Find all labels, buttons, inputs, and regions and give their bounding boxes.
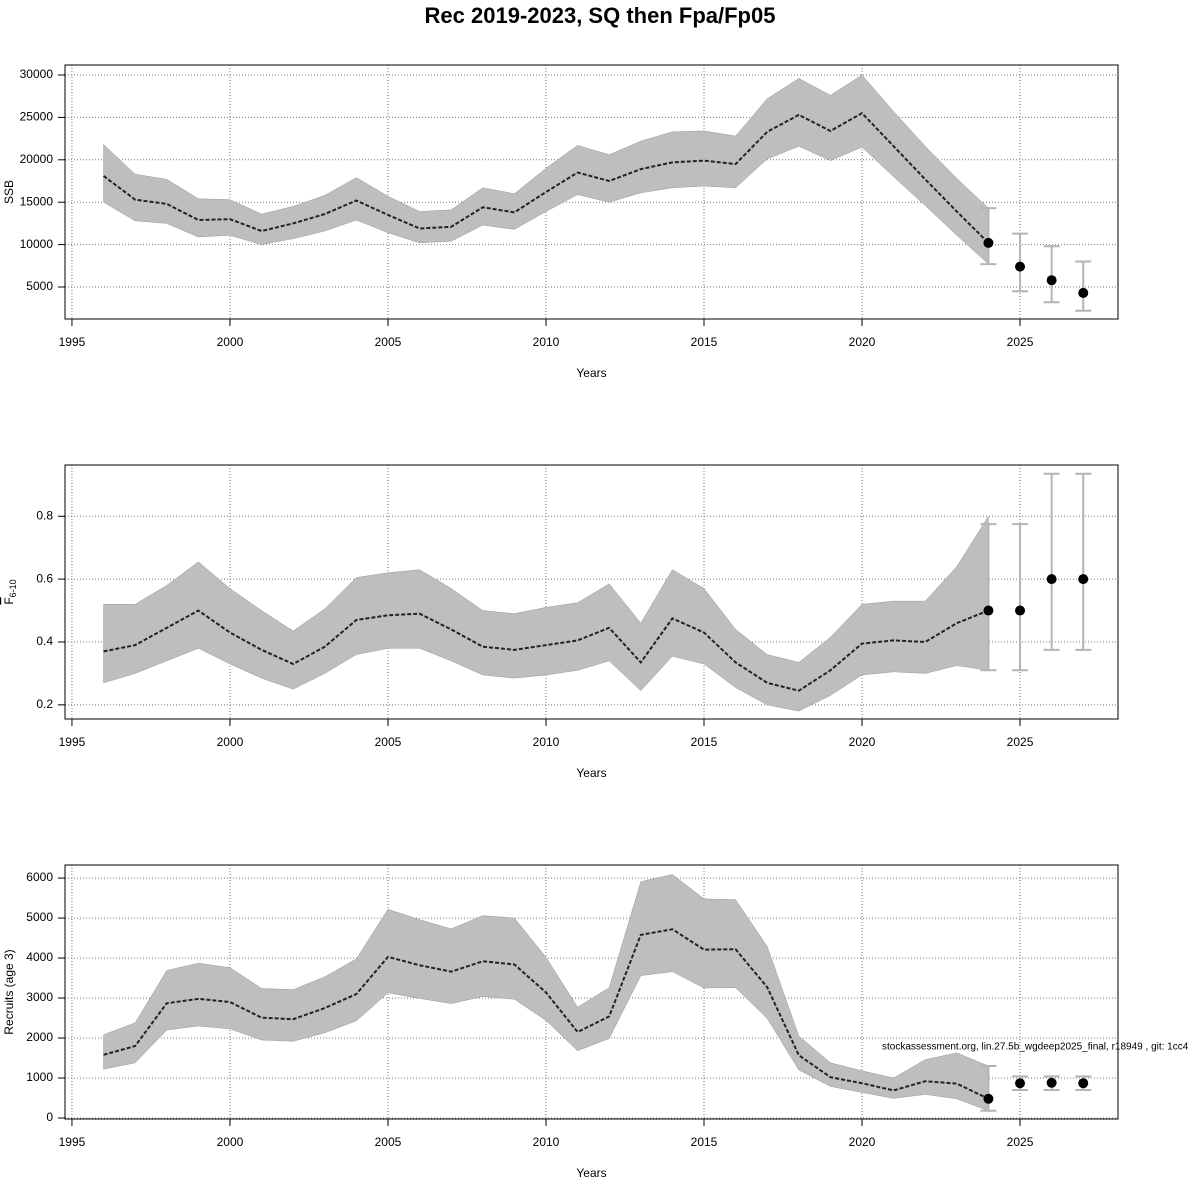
projection-point [1046,574,1057,585]
estimate-line [102,111,990,244]
y-tick-label: 4000 [26,950,53,964]
y-tick-label: 0.4 [36,634,53,648]
estimate-line [103,609,989,692]
x-tick-label: 2005 [375,735,402,749]
x-tick-label: 1995 [59,735,86,749]
projection-point [983,237,994,248]
plot-frame [64,64,1119,320]
x-tick-label: 2010 [533,335,560,349]
y-tick-label: 15000 [20,194,54,208]
annotation: stockassessment.org, lin.27.5b_wgdeep202… [882,1042,1189,1053]
x-tick-label: 2000 [217,1135,244,1149]
y-tick-label: 0 [46,1110,53,1124]
figure-title: Rec 2019-2023, SQ then Fpa/Fp05 [425,3,776,28]
x-tick-label: 2005 [375,1135,402,1149]
y-tick-label: 5000 [26,910,53,924]
plot-frame [64,464,1119,720]
y-tick-label: 20000 [20,152,54,166]
projection-point [1078,1078,1089,1089]
x-tick-label: 2010 [533,735,560,749]
x-tick-label: 2015 [691,735,718,749]
y-axis-label-main: SSB [2,180,16,204]
y-tick-label: 3000 [26,990,53,1004]
plot-frame [64,864,1119,1120]
y-tick-label: 5000 [26,279,53,293]
x-tick-label: 2010 [533,1135,560,1149]
x-tick-label: 2025 [1007,735,1034,749]
projection-point [1046,1077,1057,1088]
y-axis-label-subscript: 6-10 [8,579,18,597]
x-tick-label: 1995 [59,1135,86,1149]
confidence-band [103,74,989,265]
x-axis-label: Years [576,1166,606,1180]
y-axis-label: SSB [2,180,16,204]
y-tick-label: 0.2 [36,697,53,711]
x-tick-label: 2020 [849,335,876,349]
x-tick-label: 1995 [59,335,86,349]
x-tick-label: 2025 [1007,335,1034,349]
y-tick-label: 0.6 [36,571,53,585]
x-axis-label: Years [576,766,606,780]
x-tick-label: 2005 [375,335,402,349]
y-axis-label-main: Recruits (age 3) [2,949,16,1034]
projection-point [1078,574,1089,585]
y-tick-label: 30000 [20,67,54,81]
x-tick-label: 2000 [217,735,244,749]
x-axis-label: Years [576,366,606,380]
projection-point [1046,275,1057,286]
y-tick-label: 2000 [26,1030,53,1044]
y-axis-label: F6-10 [2,579,18,604]
projection-point [1015,261,1026,272]
y-tick-label: 25000 [20,110,54,124]
x-tick-label: 2020 [849,735,876,749]
projection-point [983,605,994,616]
y-axis-label-main: F [2,597,16,604]
estimate-line [103,928,989,1100]
projection-point [1015,605,1026,616]
projection-point [1015,1078,1026,1089]
y-tick-label: 0.8 [36,508,53,522]
projection-point [1078,287,1089,298]
x-tick-label: 2015 [691,1135,718,1149]
x-tick-label: 2025 [1007,1135,1034,1149]
x-tick-label: 2020 [849,1135,876,1149]
y-tick-label: 1000 [26,1070,53,1084]
y-tick-label: 10000 [20,237,54,251]
projection-point [983,1093,994,1104]
y-tick-label: 6000 [26,870,53,884]
x-tick-label: 2015 [691,335,718,349]
y-axis-label: Recruits (age 3) [2,949,16,1034]
x-tick-label: 2000 [217,335,244,349]
